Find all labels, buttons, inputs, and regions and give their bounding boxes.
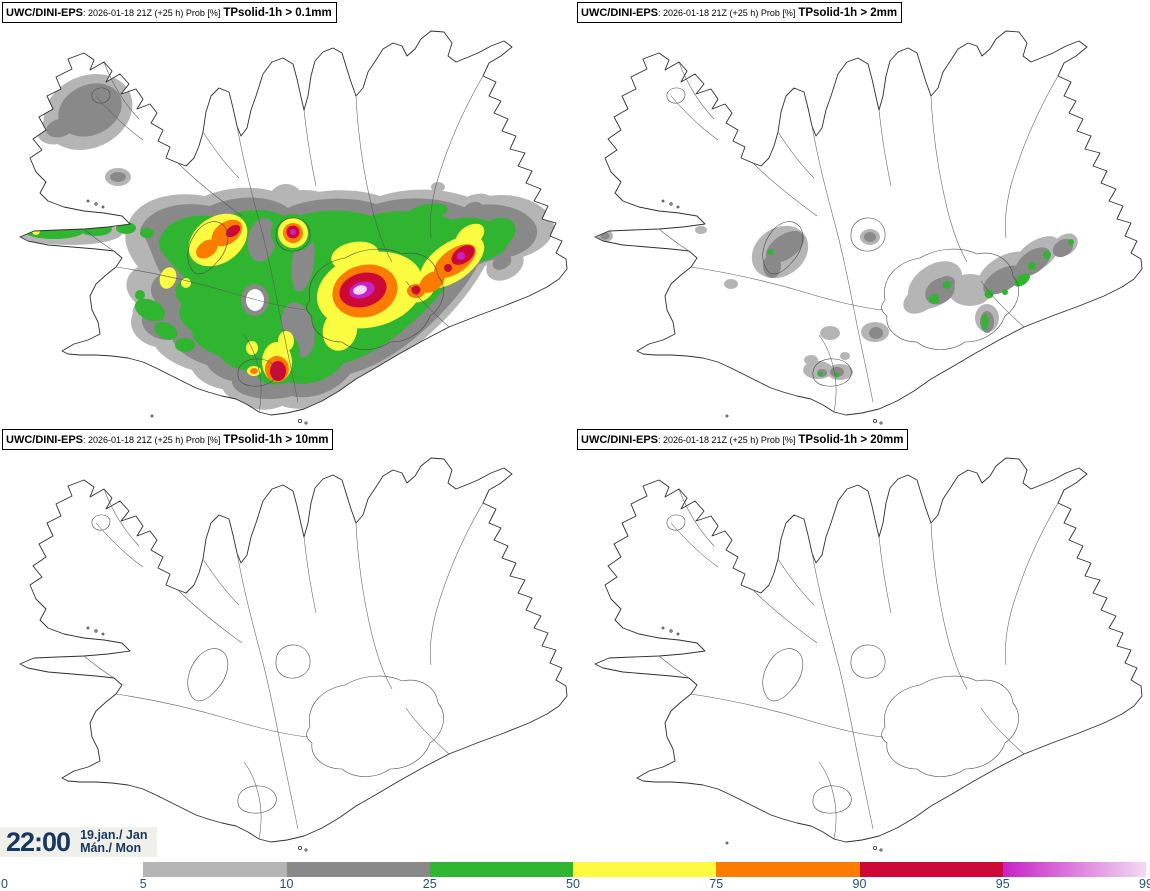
probability-legend: 0 5 10 25 50 75 90 95 99	[0, 858, 1150, 891]
legend-segment-75	[716, 862, 860, 877]
panel-title: UWC/DINI-EPS: 2026-01-18 21Z (+25 h) Pro…	[2, 2, 337, 23]
model-source-label: UWC/DINI-EPS	[581, 7, 658, 19]
valid-time-label: 22:00	[6, 826, 71, 857]
model-source-label: UWC/DINI-EPS	[6, 7, 83, 19]
iceland-map	[575, 0, 1150, 428]
run-info-label: : 2026-01-18 21Z (+25 h) Prob [%]	[658, 435, 796, 445]
iceland-map	[0, 427, 575, 855]
legend-tick-50: 50	[566, 877, 580, 891]
legend-segment-50	[573, 862, 717, 877]
map-panel-gt-2mm: UWC/DINI-EPS: 2026-01-18 21Z (+25 h) Pro…	[575, 0, 1150, 428]
legend-tick-25: 25	[422, 877, 437, 891]
threshold-label: TPsolid-1h > 10mm	[223, 434, 329, 446]
valid-weekday-label: Mán./ Mon	[80, 841, 142, 855]
panel-title: UWC/DINI-EPS: 2026-01-18 21Z (+25 h) Pro…	[577, 429, 909, 450]
map-panel-gt-10mm: UWC/DINI-EPS: 2026-01-18 21Z (+25 h) Pro…	[0, 427, 575, 855]
threshold-label: TPsolid-1h > 2mm	[798, 7, 898, 19]
legend-tick-90: 90	[852, 877, 867, 891]
threshold-label: TPsolid-1h > 0.1mm	[223, 7, 332, 19]
legend-tick-0: 0	[1, 877, 8, 891]
valid-time-box: 22:00 19.jan./ Jan Mán./ Mon	[0, 826, 158, 857]
model-source-label: UWC/DINI-EPS	[581, 434, 658, 446]
legend-tick-labels: 0 5 10 25 50 75 90 95 99	[0, 877, 1150, 891]
legend-tick-5: 5	[139, 877, 147, 891]
legend-segment-5	[143, 862, 287, 877]
legend-segment-90	[859, 862, 1003, 877]
model-source-label: UWC/DINI-EPS	[6, 434, 83, 446]
map-panel-gt-20mm: UWC/DINI-EPS: 2026-01-18 21Z (+25 h) Pro…	[575, 427, 1150, 855]
iceland-map	[0, 0, 575, 428]
iceland-map	[575, 427, 1150, 855]
run-info-label: : 2026-01-18 21Z (+25 h) Prob [%]	[83, 8, 221, 18]
run-info-label: : 2026-01-18 21Z (+25 h) Prob [%]	[658, 8, 796, 18]
legend-colorbar	[0, 862, 1146, 877]
legend-tick-99: 99	[1139, 877, 1150, 891]
legend-tick-95: 95	[995, 877, 1010, 891]
panel-title: UWC/DINI-EPS: 2026-01-18 21Z (+25 h) Pro…	[577, 2, 903, 23]
probability-shading	[597, 225, 1078, 380]
probability-shading	[20, 74, 554, 410]
valid-date-label: 19.jan./ Jan	[80, 828, 148, 842]
valid-date-box: 19.jan./ Jan Mán./ Mon	[80, 829, 147, 855]
legend-segment-25	[429, 862, 573, 877]
legend-segment-10	[286, 862, 430, 877]
panel-title: UWC/DINI-EPS: 2026-01-18 21Z (+25 h) Pro…	[2, 429, 334, 450]
legend-segment-95	[1002, 862, 1146, 877]
legend-tick-75: 75	[709, 877, 724, 891]
legend-tick-10: 10	[279, 877, 294, 891]
threshold-label: TPsolid-1h > 20mm	[798, 434, 904, 446]
run-info-label: : 2026-01-18 21Z (+25 h) Prob [%]	[83, 435, 221, 445]
legend-segment-0	[0, 862, 144, 877]
map-panel-gt-0.1mm: UWC/DINI-EPS: 2026-01-18 21Z (+25 h) Pro…	[0, 0, 575, 428]
